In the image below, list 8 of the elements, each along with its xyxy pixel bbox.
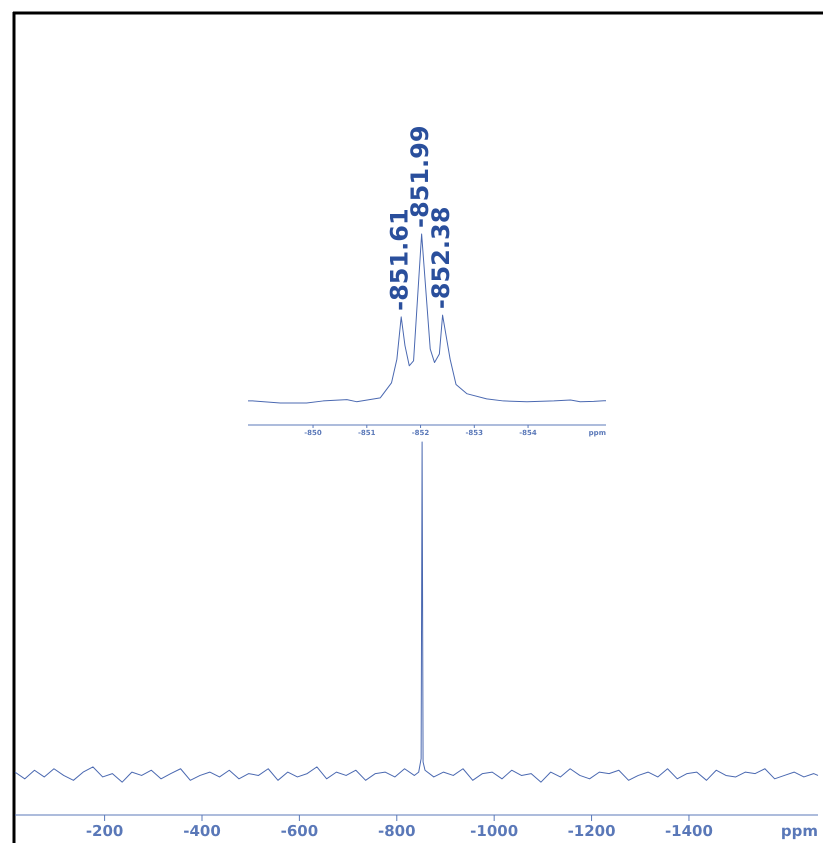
x-axis-title: ppm [780,822,818,840]
x-tick-label: -1000 [470,822,518,840]
x-tick-label: -1400 [664,822,713,840]
x-tick-label: -800 [378,822,416,840]
x-tick-label: -200 [86,822,124,840]
x-tick-label: -400 [183,822,221,840]
x-tick-label: -1200 [568,822,616,840]
x-tick-label: -600 [280,822,318,840]
